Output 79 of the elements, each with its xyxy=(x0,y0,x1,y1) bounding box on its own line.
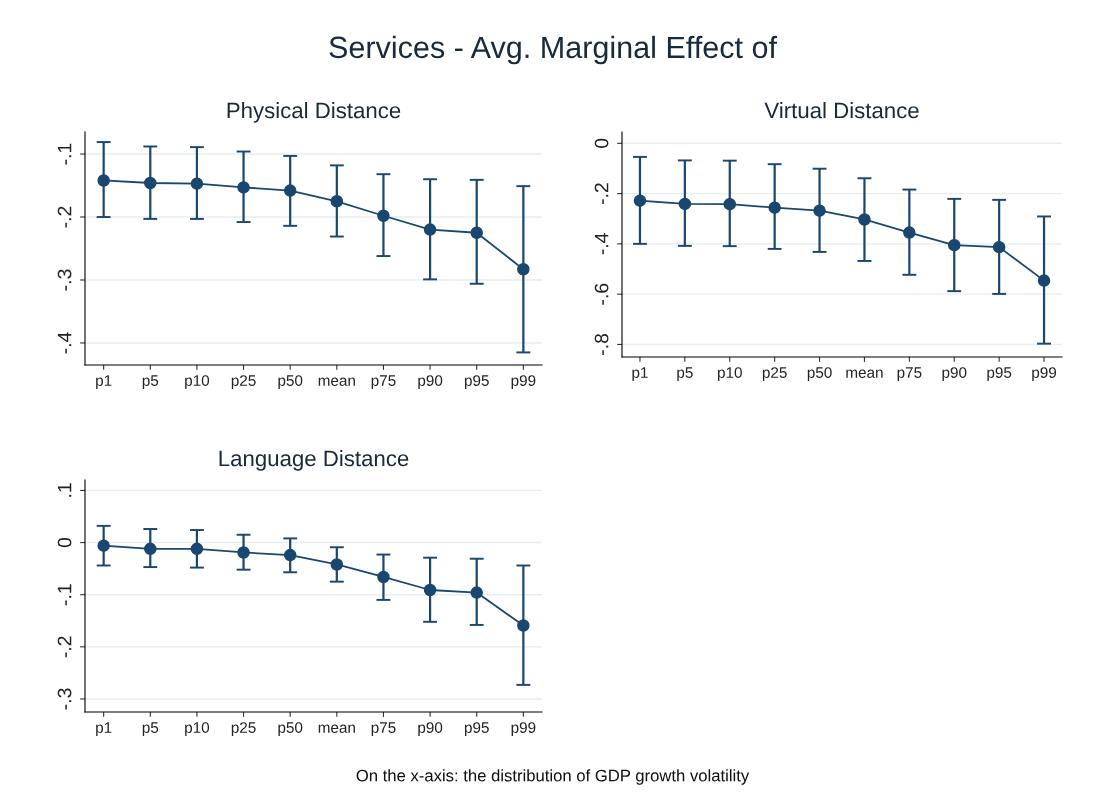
point xyxy=(144,542,157,556)
point xyxy=(723,197,737,211)
x-tick-label: p90 xyxy=(418,722,443,736)
point xyxy=(768,201,781,214)
y-tick-label: -.3 xyxy=(57,269,72,291)
point xyxy=(1037,274,1051,287)
point xyxy=(947,238,961,252)
x-tick-label: p25 xyxy=(231,375,256,389)
text: On the x-axis: the distribution of GDP growth volatility xyxy=(356,769,750,785)
x-tick-label: p5 xyxy=(142,375,159,389)
point xyxy=(858,213,871,226)
x-tick-label: p95 xyxy=(464,722,489,736)
point xyxy=(423,223,437,236)
point xyxy=(283,184,297,197)
x-tick-label: p10 xyxy=(185,722,210,736)
x-tick-label: p99 xyxy=(511,722,536,736)
point xyxy=(470,226,483,240)
point xyxy=(330,558,344,571)
y-tick-label: 0 xyxy=(594,138,609,148)
point xyxy=(470,586,483,599)
x-tick-label: p99 xyxy=(1032,367,1057,381)
x-tick-label: mean xyxy=(318,377,355,386)
y-tick-label: -.2 xyxy=(57,636,72,658)
y-tick-label: -.1 xyxy=(57,143,72,165)
x-tick-label: p90 xyxy=(418,375,443,389)
x-tick-label: p10 xyxy=(718,367,742,381)
chart-title: Virtual Distance xyxy=(764,102,919,119)
y-tick-label: .1 xyxy=(57,483,72,497)
x-tick-label: p25 xyxy=(762,367,787,381)
x-tick-label: p50 xyxy=(807,367,832,381)
point xyxy=(190,177,204,190)
x-tick-label: p95 xyxy=(464,375,489,389)
x-tick-label: mean xyxy=(846,369,883,378)
chart-title: Physical Distance xyxy=(227,102,401,123)
text: Services - Avg. Marginal Effect of xyxy=(329,35,778,65)
point xyxy=(190,542,204,556)
point xyxy=(633,194,647,207)
x-tick-label: p75 xyxy=(897,367,922,381)
x-tick-label: p1 xyxy=(632,367,648,381)
x-tick-label: p1 xyxy=(96,722,112,736)
y-tick-label: 0 xyxy=(57,537,72,548)
point xyxy=(903,226,916,239)
x-tick-label: p5 xyxy=(142,722,159,736)
point xyxy=(377,209,390,223)
point xyxy=(97,539,110,552)
y-tick-label: -.6 xyxy=(594,283,609,305)
y-tick-label: -.4 xyxy=(594,233,609,255)
point xyxy=(144,176,157,190)
point xyxy=(992,240,1006,254)
y-tick-label: -.4 xyxy=(57,332,72,354)
point xyxy=(813,204,826,217)
x-tick-label: p95 xyxy=(987,367,1012,381)
point xyxy=(237,546,250,559)
x-tick-label: p90 xyxy=(942,367,967,381)
x-tick-label: p10 xyxy=(185,375,210,389)
y-tick-label: -.1 xyxy=(57,584,72,606)
point xyxy=(377,570,390,584)
y-tick-label: -.2 xyxy=(594,183,609,205)
x-tick-label: mean xyxy=(318,724,355,733)
y-tick-label: -.2 xyxy=(57,206,72,228)
y-tick-label: -.8 xyxy=(594,333,609,355)
x-tick-label: p75 xyxy=(371,375,396,389)
x-tick-label: p75 xyxy=(371,722,396,736)
x-tick-label: p5 xyxy=(677,367,693,381)
x-tick-label: p50 xyxy=(278,722,303,736)
chart-title: Language Distance xyxy=(219,450,409,471)
point xyxy=(283,548,297,562)
point xyxy=(330,195,344,208)
point xyxy=(237,181,250,194)
x-tick-label: p25 xyxy=(231,722,256,736)
point xyxy=(678,197,692,211)
point xyxy=(517,263,530,276)
point xyxy=(97,174,110,187)
point xyxy=(517,619,530,632)
x-tick-label: p99 xyxy=(511,375,536,389)
y-tick-label: -.3 xyxy=(57,688,72,710)
x-tick-label: p50 xyxy=(278,375,303,389)
point xyxy=(423,583,437,597)
x-tick-label: p1 xyxy=(96,375,112,389)
